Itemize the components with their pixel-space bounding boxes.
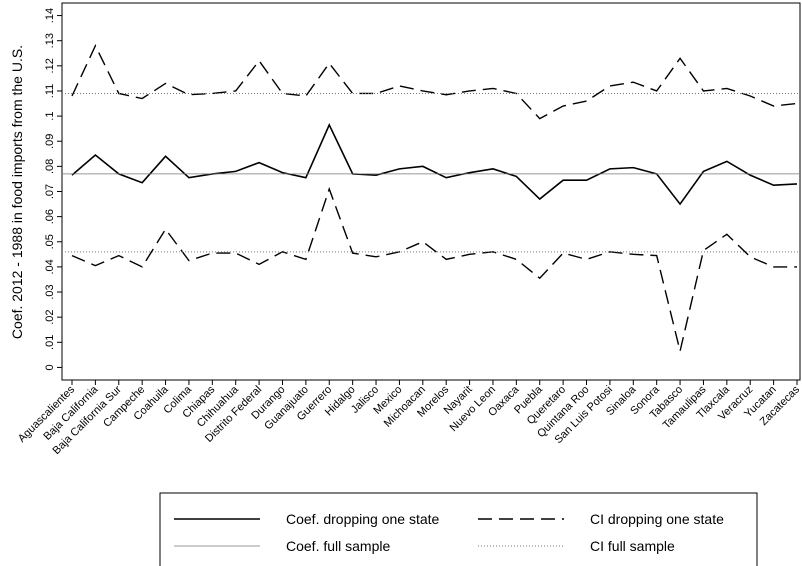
y-tick-label: .12 [44,58,56,73]
y-tick-label: .1 [44,112,56,121]
y-tick-label: .02 [44,310,56,325]
series-line [71,44,798,120]
y-tick-label: .03 [44,284,56,299]
y-tick-label: .05 [44,234,56,249]
y-axis-label: Coef. 2012 - 1988 in food imports from t… [9,45,25,339]
y-tick-label: .01 [44,335,56,350]
y-tick-label: .14 [44,8,56,23]
legend-label: CI full sample [590,538,675,554]
legend-label: Coef. full sample [286,538,390,554]
legend-label: CI dropping one state [590,511,724,527]
legend-label: Coef. dropping one state [286,511,440,527]
y-tick-label: .07 [44,184,56,199]
y-tick-label: .11 [44,84,56,98]
y-tick-label: .13 [44,33,56,48]
series-line [71,122,798,206]
y-tick-label: .06 [44,209,56,224]
series-line [71,186,797,352]
y-tick-label: .09 [44,134,56,149]
y-tick-label: .08 [44,159,56,174]
y-tick-label: .04 [44,259,56,274]
legend-box [159,492,758,566]
y-tick-label: 0 [44,364,56,370]
